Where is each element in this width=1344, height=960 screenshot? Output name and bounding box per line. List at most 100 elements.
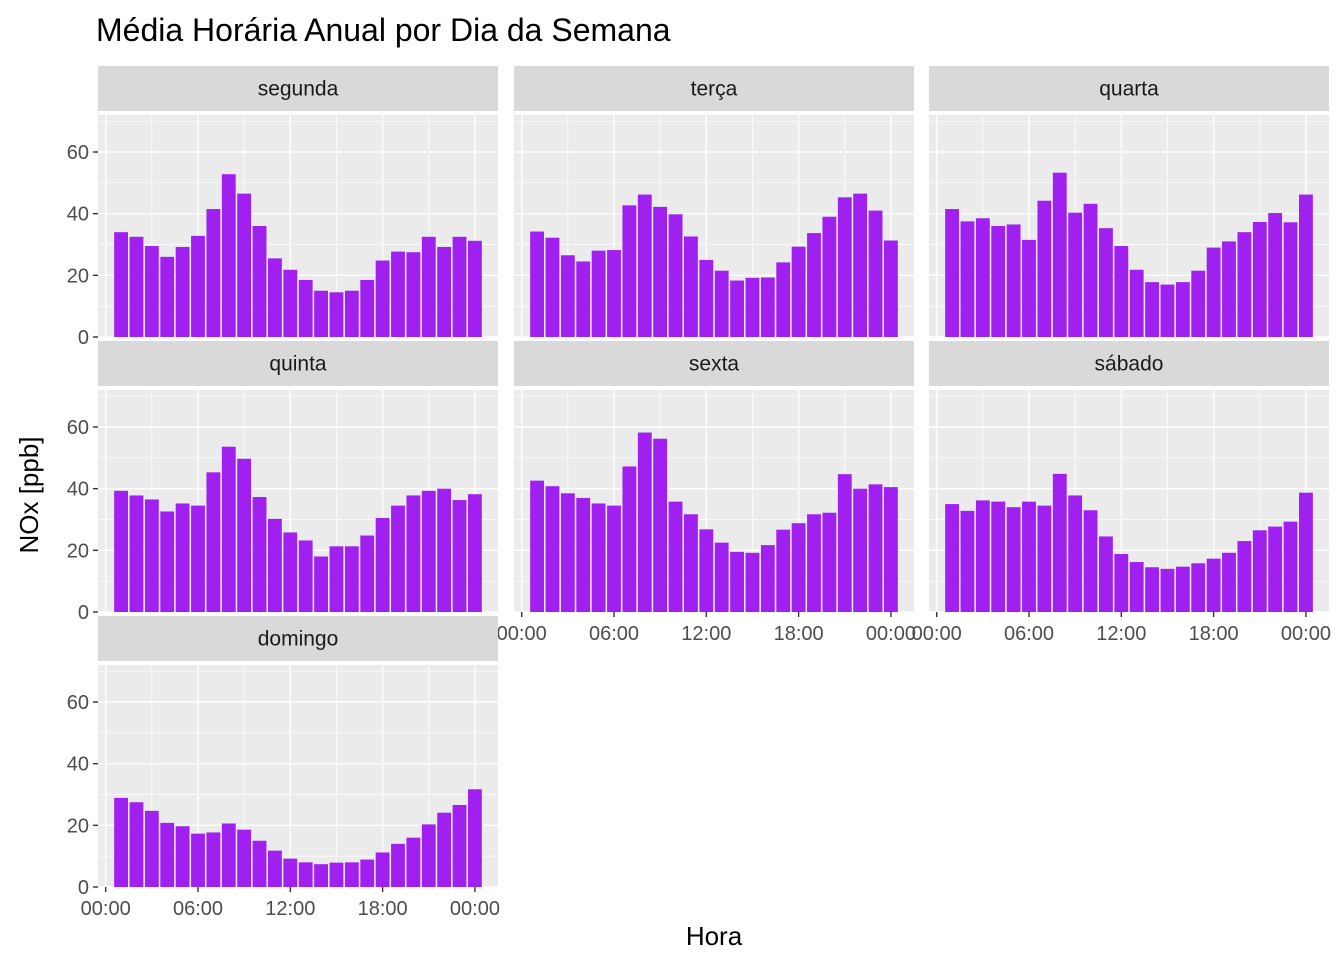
bar-domingo-20 <box>406 837 421 887</box>
bar-sábado-5 <box>1006 507 1021 612</box>
strip-label: segunda <box>258 78 339 101</box>
strip-label: domingo <box>258 628 339 651</box>
bar-domingo-22 <box>437 812 452 887</box>
y-tick-label: 0 <box>78 602 89 624</box>
bar-domingo-5 <box>175 826 190 887</box>
bar-sexta-17 <box>776 529 791 612</box>
y-tick-label: 20 <box>67 540 89 562</box>
bar-terça-12 <box>699 259 714 337</box>
bar-quarta-12 <box>1114 246 1129 337</box>
bar-quinta-12 <box>283 532 298 612</box>
chart-title: Média Horária Anual por Dia da Semana <box>96 12 671 48</box>
bar-segunda-10 <box>252 226 267 337</box>
facet-sexta: sexta 00:00 06:00 12:00 18:00 00:00 <box>497 341 916 645</box>
bar-domingo-15 <box>329 862 344 887</box>
facet-segunda: segunda 0 20 40 60 <box>67 66 498 349</box>
bar-terça-23 <box>868 210 883 337</box>
bar-quinta-15 <box>329 546 344 612</box>
bar-segunda-1 <box>114 232 128 337</box>
bar-quinta-7 <box>206 472 221 612</box>
bar-segunda-15 <box>329 292 344 337</box>
bar-quinta-16 <box>344 546 359 612</box>
bar-segunda-8 <box>221 174 236 337</box>
strip-label: sexta <box>689 353 740 376</box>
bar-quarta-3 <box>975 218 990 337</box>
bar-sexta-18 <box>791 523 806 612</box>
bar-segunda-23 <box>452 236 467 337</box>
x-tick-label: 12:00 <box>265 898 315 920</box>
strip-label: sábado <box>1095 353 1164 376</box>
y-tick-label: 40 <box>67 754 89 776</box>
bar-terça-16 <box>760 277 775 337</box>
bar-sexta-12 <box>699 529 714 612</box>
bar-domingo-16 <box>344 862 359 887</box>
x-tick-label: 06:00 <box>1004 623 1054 645</box>
bar-quinta-13 <box>298 540 313 612</box>
bar-quarta-6 <box>1022 239 1036 337</box>
bar-sábado-1 <box>945 504 959 612</box>
bar-domingo-12 <box>283 858 298 887</box>
bar-quarta-22 <box>1268 213 1283 337</box>
bar-quinta-8 <box>221 446 236 612</box>
bar-domingo-4 <box>160 822 175 887</box>
bar-terça-1 <box>530 231 544 337</box>
bar-domingo-13 <box>298 862 313 887</box>
bar-sexta-22 <box>853 488 868 612</box>
bar-segunda-6 <box>191 235 205 337</box>
bar-domingo-2 <box>129 802 144 887</box>
bar-sexta-4 <box>576 497 591 612</box>
bar-quarta-4 <box>991 226 1006 337</box>
bar-segunda-13 <box>298 279 313 337</box>
bar-terça-6 <box>607 250 621 337</box>
bar-sexta-13 <box>714 542 729 612</box>
bar-terça-15 <box>745 277 760 337</box>
y-tick-label: 60 <box>67 692 89 714</box>
bar-quinta-4 <box>160 511 175 612</box>
bar-sexta-6 <box>607 505 621 612</box>
bar-quinta-24 <box>468 494 482 612</box>
strip-1 <box>514 66 914 111</box>
bar-sexta-3 <box>560 493 575 612</box>
bar-terça-14 <box>730 280 744 337</box>
bar-segunda-5 <box>175 246 190 337</box>
bar-segunda-3 <box>144 246 159 337</box>
bar-segunda-4 <box>160 256 175 337</box>
bar-domingo-21 <box>421 824 436 887</box>
facet-quarta: quarta <box>929 66 1329 338</box>
bar-segunda-24 <box>468 240 482 337</box>
bar-sábado-18 <box>1206 558 1221 612</box>
bar-terça-20 <box>822 216 837 337</box>
bar-quarta-10 <box>1083 203 1098 337</box>
bar-segunda-18 <box>375 260 390 337</box>
bar-quarta-23 <box>1283 222 1298 337</box>
x-tick-label: 18:00 <box>1189 623 1239 645</box>
bar-quinta-5 <box>175 503 190 612</box>
bar-sábado-6 <box>1022 501 1036 612</box>
bar-quarta-9 <box>1068 212 1083 337</box>
y-axis-title: NOx [ppb] <box>14 436 44 553</box>
bar-sábado-3 <box>975 500 990 612</box>
bar-quinta-14 <box>314 556 328 612</box>
bar-sexta-15 <box>745 552 760 612</box>
bar-sexta-21 <box>837 474 852 612</box>
bar-quinta-6 <box>191 505 205 612</box>
bar-terça-7 <box>622 205 637 337</box>
facet-domingo: domingo 0 20 40 60 00:00 06:00 12:00 18:00 00:00 <box>67 616 500 920</box>
bar-sexta-5 <box>591 503 606 612</box>
bar-domingo-10 <box>252 840 267 887</box>
bar-quinta-10 <box>252 496 267 612</box>
bar-sábado-11 <box>1099 536 1113 612</box>
bar-segunda-9 <box>237 193 252 337</box>
bar-quarta-17 <box>1191 270 1206 337</box>
y-tick-label: 20 <box>67 815 89 837</box>
bar-terça-9 <box>653 206 668 337</box>
bar-quarta-19 <box>1222 241 1236 337</box>
x-tick-label: 06:00 <box>173 898 223 920</box>
bar-sábado-14 <box>1145 567 1159 612</box>
bar-quinta-17 <box>360 535 375 612</box>
bar-segunda-11 <box>268 258 282 337</box>
y-tick-label: 0 <box>78 327 89 349</box>
x-tick-label: 12:00 <box>681 623 731 645</box>
